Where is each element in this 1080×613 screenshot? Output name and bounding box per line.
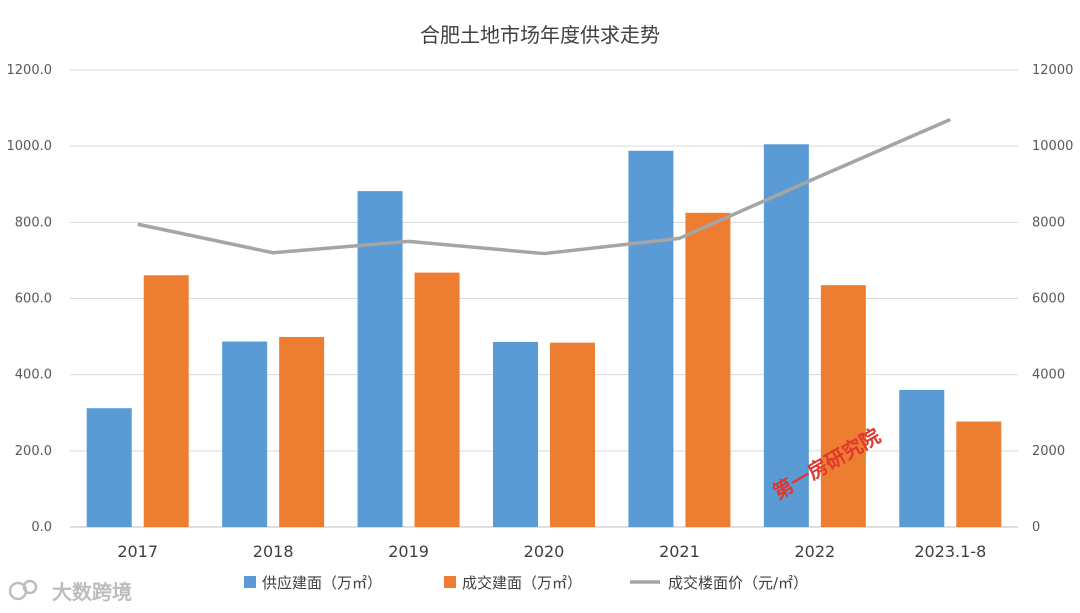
transaction-bar xyxy=(414,272,460,527)
supply-bar xyxy=(222,341,268,527)
category-label: 2019 xyxy=(388,542,429,561)
legend-label: 供应建面（万㎡） xyxy=(262,574,382,592)
supply-bar xyxy=(86,408,132,527)
supply-bar xyxy=(493,341,538,527)
transaction-bar xyxy=(143,275,189,527)
logo-text: 大数跨境 xyxy=(52,580,132,604)
supply-bar xyxy=(357,191,403,528)
category-label: 2018 xyxy=(253,542,294,561)
legend-swatch xyxy=(444,576,456,588)
logo-icon xyxy=(8,579,38,601)
legend: 供应建面（万㎡） 成交建面（万㎡） 成交楼面价（元/㎡） xyxy=(244,574,808,592)
left-axis-tick-label: 400.0 xyxy=(15,368,52,383)
left-axis: 0.0 200.0 400.0 600.0 800.0 1000.0 1200.0 xyxy=(7,63,53,535)
supply-bar xyxy=(763,144,809,527)
legend-label: 成交建面（万㎡） xyxy=(462,574,582,592)
category-label: 2023.1-8 xyxy=(914,542,986,561)
left-axis-tick-label: 800.0 xyxy=(15,215,52,230)
source-logo: 大数跨境 xyxy=(8,579,132,604)
legend-label: 成交楼面价（元/㎡） xyxy=(668,574,808,592)
transaction-bar xyxy=(685,212,731,527)
bars xyxy=(86,144,1002,528)
supply-bar xyxy=(899,389,945,527)
left-axis-tick-label: 0.0 xyxy=(31,520,52,535)
left-axis-tick-label: 1200.0 xyxy=(7,63,53,78)
legend-swatch xyxy=(244,576,256,588)
left-axis-tick-label: 600.0 xyxy=(15,292,52,307)
category-label: 2021 xyxy=(659,542,700,561)
category-labels: 2017 2018 2019 2020 2021 2022 2023.1-8 xyxy=(117,542,986,561)
price-line xyxy=(137,117,951,256)
right-axis-tick-label: 6000 xyxy=(1032,292,1065,307)
transaction-bar xyxy=(820,285,866,527)
price-line-series xyxy=(137,117,951,256)
transaction-bar xyxy=(279,336,325,527)
right-axis-tick-label: 0 xyxy=(1032,520,1040,535)
gridlines xyxy=(70,69,1018,528)
right-axis: 0 2000 4000 6000 8000 10000 12000 xyxy=(1032,63,1073,535)
category-label: 2022 xyxy=(794,542,835,561)
right-axis-tick-label: 4000 xyxy=(1032,368,1065,383)
left-axis-tick-label: 200.0 xyxy=(15,444,52,459)
right-axis-tick-label: 2000 xyxy=(1032,444,1065,459)
transaction-bar xyxy=(956,421,1002,527)
legend-supply: 供应建面（万㎡） xyxy=(244,574,382,592)
right-axis-tick-label: 8000 xyxy=(1032,215,1065,230)
chart-title: 合肥土地市场年度供求走势 xyxy=(420,23,660,47)
category-label: 2017 xyxy=(117,542,158,561)
left-axis-tick-label: 1000.0 xyxy=(7,139,53,154)
supply-bar xyxy=(628,150,674,527)
legend-price: 成交楼面价（元/㎡） xyxy=(630,574,808,592)
right-axis-tick-label: 12000 xyxy=(1032,63,1073,78)
category-label: 2020 xyxy=(524,542,565,561)
transaction-bar xyxy=(550,342,595,527)
legend-transaction: 成交建面（万㎡） xyxy=(444,574,582,592)
right-axis-tick-label: 10000 xyxy=(1032,139,1073,154)
